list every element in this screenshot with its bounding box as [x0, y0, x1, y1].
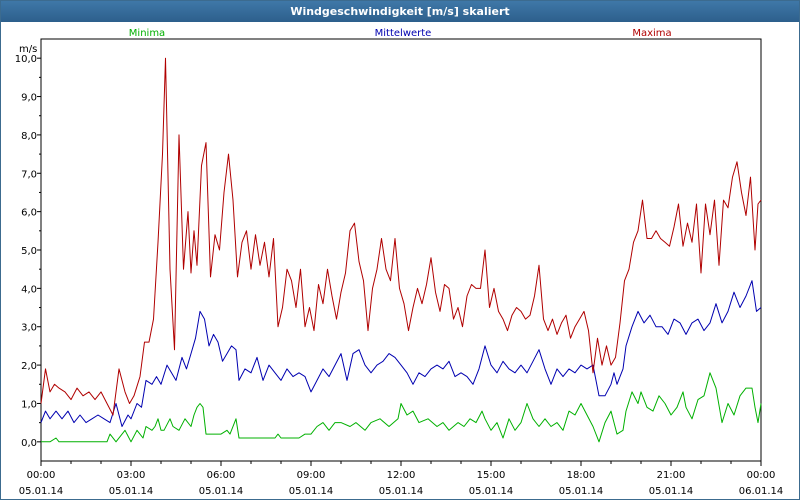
y-tick-label: 2,0 — [21, 361, 37, 372]
y-tick-label: 0,0 — [21, 438, 37, 449]
legend-mittelwerte: Mittelwerte — [375, 28, 432, 39]
x-tick-date-label: 05.01.14 — [199, 486, 244, 497]
legend-minima: Minima — [129, 28, 165, 39]
chart-canvas: 0,0 1,0 2,0 3,0 4,0 5,0 6,0 7,0 8,0 9,0 10,0m/s 00:… — [15, 28, 784, 497]
x-tick-time-label: 00:00 — [27, 470, 56, 481]
x-tick-date-label: 05.01.14 — [559, 486, 604, 497]
y-tick-label: 5,0 — [21, 246, 37, 257]
y-axis-label: m/s — [19, 44, 37, 55]
x-tick-time-label: 06:00 — [207, 470, 236, 481]
legend-maxima: Maxima — [632, 28, 671, 39]
legend: Minima Mittelwerte Maxima — [129, 28, 672, 39]
y-tick-label: 3,0 — [21, 323, 37, 334]
y-tick-label: 9,0 — [21, 93, 37, 104]
x-tick-date-label: 05.01.14 — [19, 486, 64, 497]
x-tick-date-label: 06.01.14 — [739, 486, 784, 497]
x-tick-date-label: 05.01.14 — [109, 486, 154, 497]
y-tick-label: 6,0 — [21, 208, 37, 219]
x-tick-date-label: 05.01.14 — [289, 486, 334, 497]
y-tick-label: 4,0 — [21, 284, 37, 295]
axes — [37, 38, 762, 466]
y-tick-label: 7,0 — [21, 169, 37, 180]
x-tick-time-label: 03:00 — [117, 470, 146, 481]
x-tick-date-label: 05.01.14 — [379, 486, 424, 497]
y-tick-label: 8,0 — [21, 131, 37, 142]
x-tick-time-label: 09:00 — [297, 470, 326, 481]
x-tick-time-label: 00:00 — [747, 470, 776, 481]
chart-title: Windgeschwindigkeit [m/s] skaliert — [1, 1, 799, 22]
x-tick-time-label: 18:00 — [567, 470, 596, 481]
x-tick-time-label: 21:00 — [657, 470, 686, 481]
y-tick-label: 10,0 — [15, 54, 37, 65]
series-line-mittelwerte — [40, 280, 762, 427]
series-lines — [40, 57, 762, 443]
x-tick-time-label: 15:00 — [477, 470, 506, 481]
y-tick-label: 1,0 — [21, 399, 37, 410]
x-tick-date-label: 05.01.14 — [649, 486, 694, 497]
series-line-minima — [41, 372, 762, 443]
x-tick-time-label: 12:00 — [387, 470, 416, 481]
tick-labels: 0,0 1,0 2,0 3,0 4,0 5,0 6,0 7,0 8,0 9,0 10,0m/s 00:… — [15, 44, 784, 497]
x-tick-date-label: 05.01.14 — [469, 486, 514, 497]
series-line-maxima — [40, 57, 762, 416]
plot-frame — [40, 38, 762, 462]
